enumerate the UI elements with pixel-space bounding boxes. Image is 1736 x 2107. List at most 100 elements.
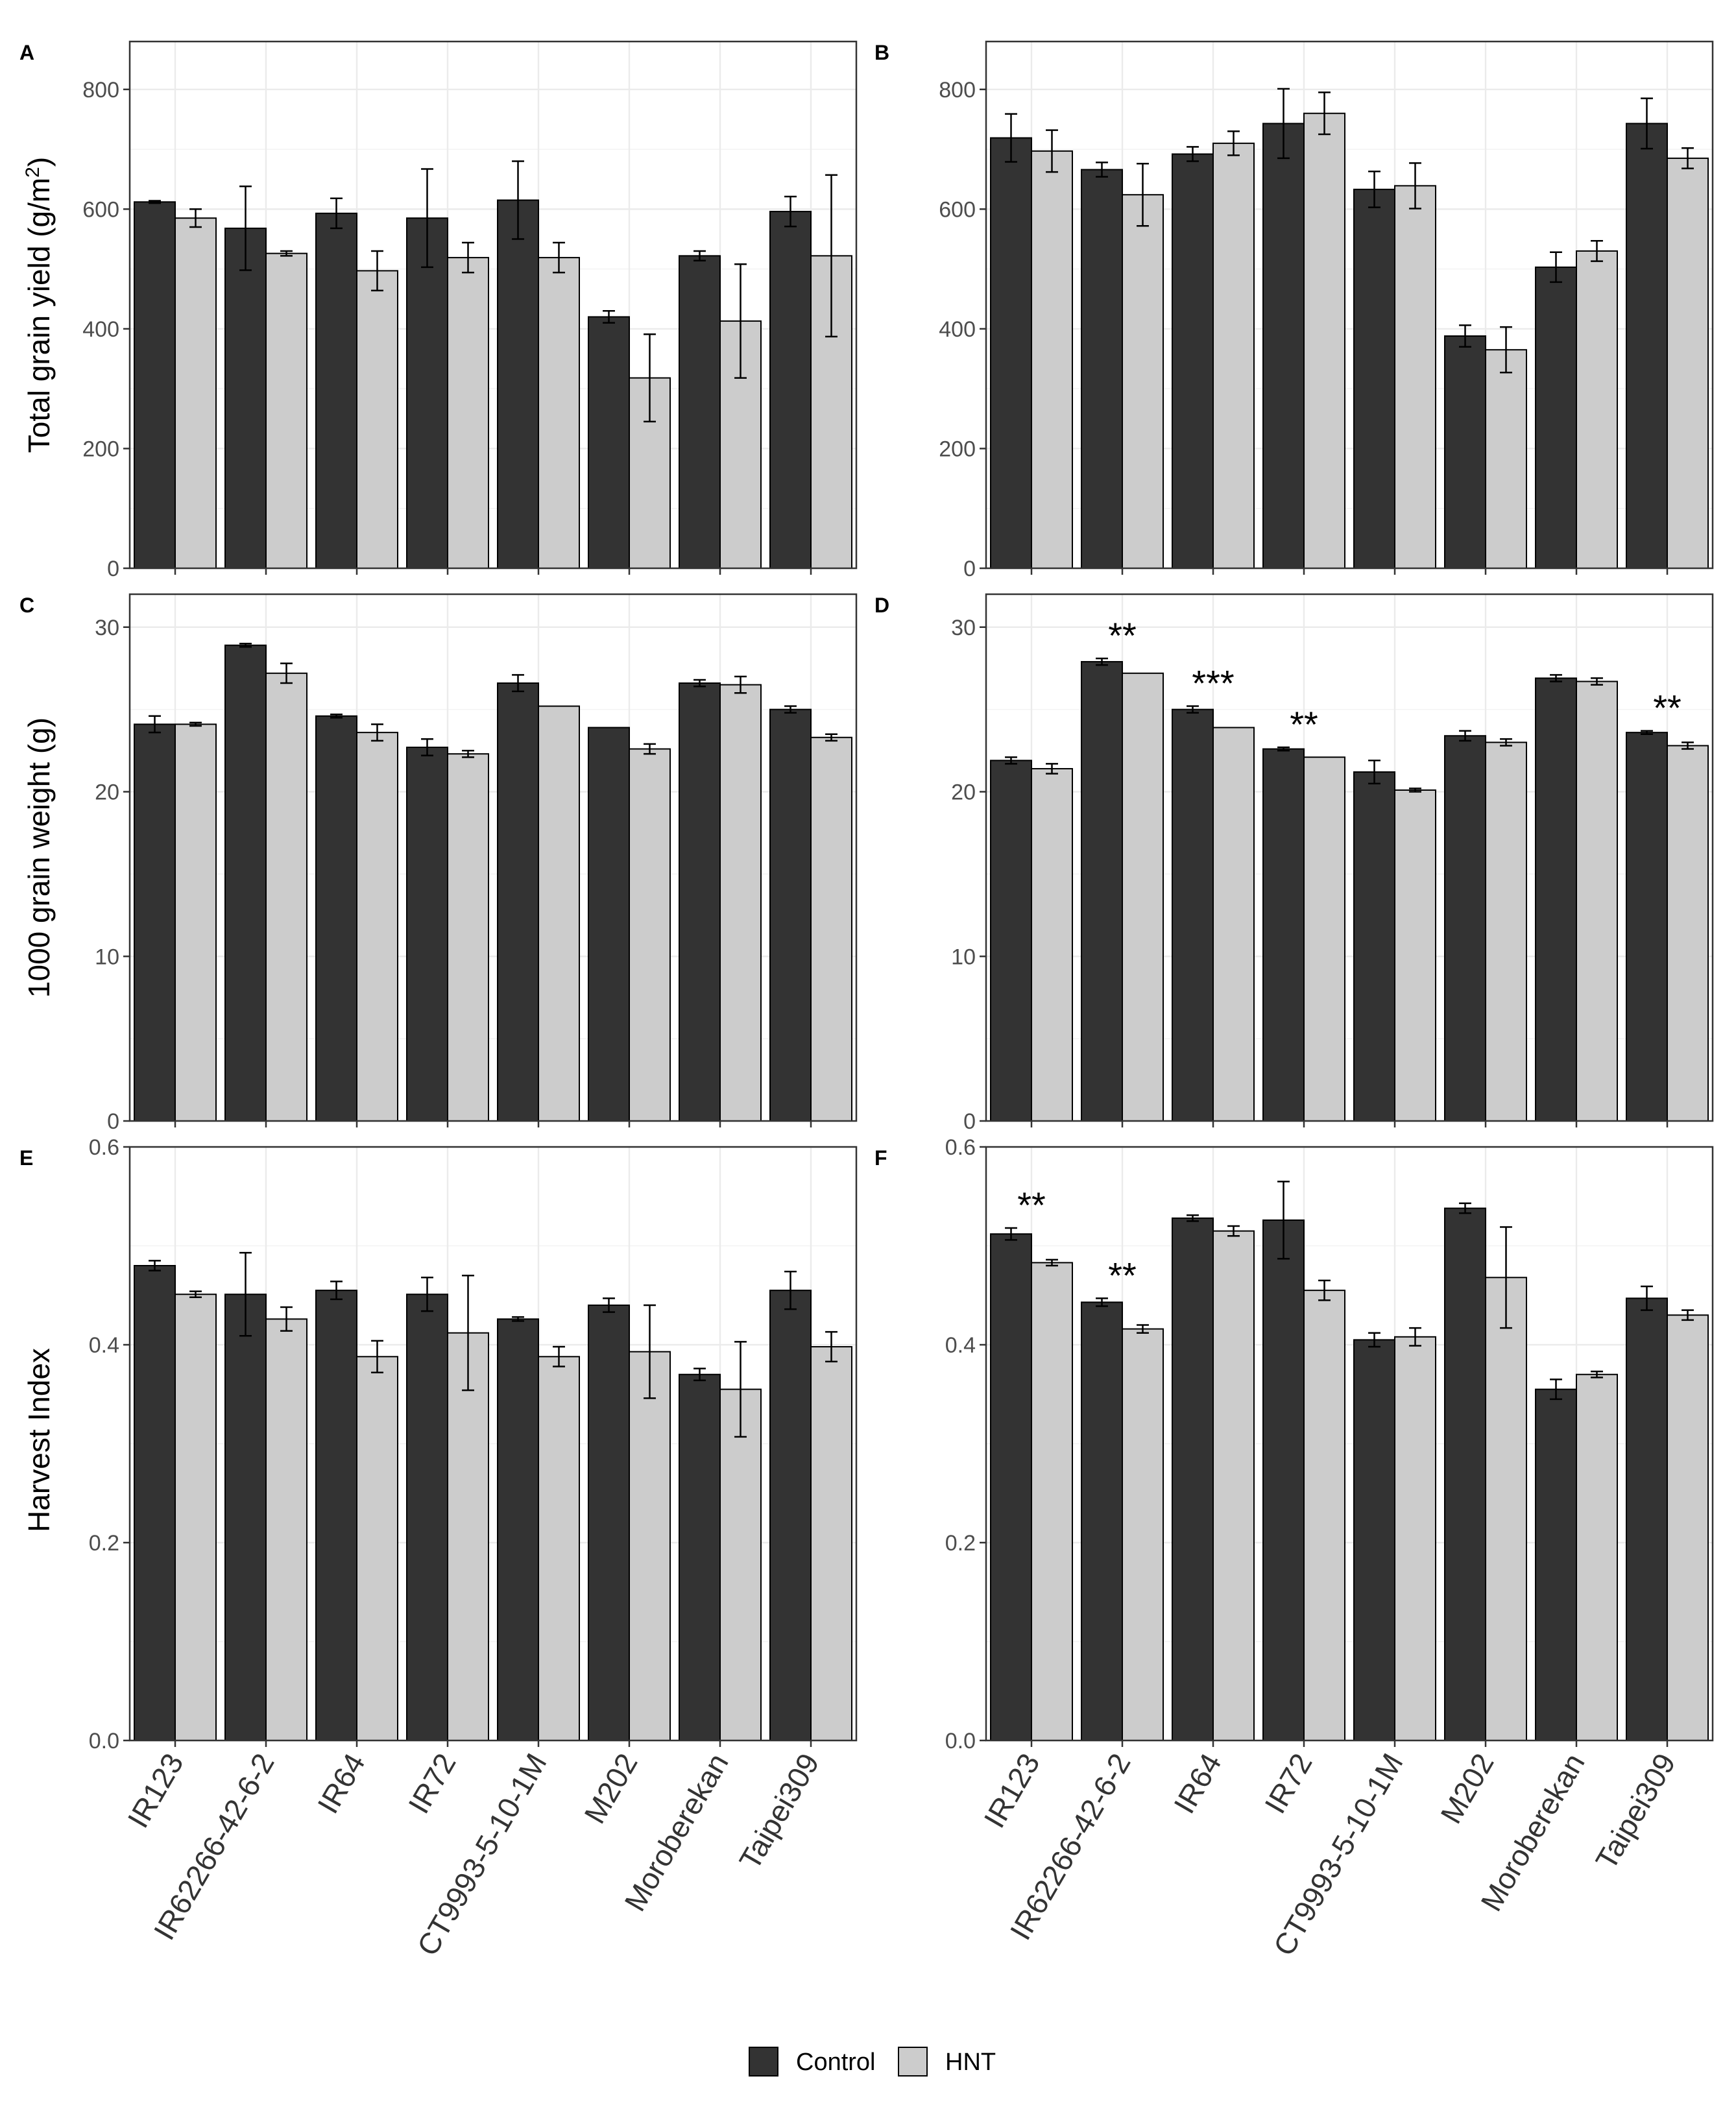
bar-control-IR62266-42-6-2 (1081, 661, 1123, 1122)
y-tick-label: 30 (95, 616, 119, 640)
error-bar-hnt-IR62266-42-6-2 (280, 250, 293, 257)
error-bar-control-Taipei309 (784, 705, 797, 714)
bar-hnt-IR62266-42-6-2 (265, 252, 307, 569)
error-bar-control-IR123 (149, 1260, 161, 1271)
bar-hnt-IR62266-42-6-2 (1122, 1328, 1164, 1742)
bar-control-Moroberekan (679, 682, 721, 1122)
error-bar-hnt-Taipei309 (825, 733, 838, 742)
bar-control-IR64 (315, 212, 357, 569)
error-bar-hnt-Taipei309 (1682, 1309, 1694, 1321)
bar-hnt-IR72 (1303, 756, 1345, 1122)
error-bar-control-IR123 (149, 715, 161, 734)
x-tick-label: Taipei309 (732, 1748, 826, 1875)
bar-control-IR72 (406, 217, 448, 570)
error-bar-control-CT9993-5-10-1M (1368, 1332, 1380, 1348)
legend-label-control: Control (796, 2049, 876, 2076)
y-tick-label: 10 (951, 945, 976, 969)
bar-hnt-IR123 (175, 723, 217, 1122)
y-axis-title: Harvest Index (22, 1348, 56, 1532)
error-bar-hnt-Moroberekan (734, 675, 747, 694)
bar-hnt-CT9993-5-10-1M (538, 705, 580, 1122)
panel-C: 0 10 20 30 C 1000 grain weight (g) (19, 593, 858, 1134)
bar-control-M202 (1444, 1207, 1486, 1742)
bar-control-IR64 (1172, 1217, 1214, 1742)
error-bar-control-Taipei309 (1641, 730, 1653, 735)
error-bar-control-Taipei309 (784, 1270, 797, 1310)
panel-letter: E (19, 1146, 33, 1170)
bar-hnt-Taipei309 (810, 1346, 852, 1742)
bar-control-IR72 (406, 1294, 448, 1741)
bar-hnt-M202 (629, 748, 671, 1122)
bar-hnt-IR64 (1212, 142, 1255, 569)
error-bar-hnt-IR64 (371, 1340, 383, 1373)
bar-control-IR123 (990, 137, 1032, 570)
error-bar-hnt-IR64 (371, 250, 383, 292)
significance-label: ** (1653, 688, 1682, 728)
bar-control-IR64 (315, 715, 357, 1122)
error-bar-hnt-IR72 (462, 241, 474, 274)
bar-control-IR62266-42-6-2 (224, 227, 267, 569)
bar-control-CT9993-5-10-1M (497, 199, 539, 570)
panel-letter: B (874, 41, 889, 64)
y-tick-label: 0.4 (945, 1333, 976, 1358)
error-bar-control-Moroberekan (1550, 674, 1562, 682)
bar-hnt-M202 (1485, 1277, 1527, 1742)
bar-control-IR62266-42-6-2 (224, 644, 267, 1122)
bar-control-Taipei309 (1626, 123, 1668, 569)
bar-hnt-IR64 (356, 1356, 398, 1742)
significance-label: ** (1017, 1185, 1046, 1225)
bar-control-Moroberekan (1535, 677, 1577, 1122)
error-bar-hnt-IR64 (371, 723, 383, 742)
x-tick-label: IR72 (402, 1748, 463, 1819)
x-tick-label: Taipei309 (1589, 1748, 1682, 1875)
error-bar-control-IR64 (1187, 1214, 1199, 1222)
error-bar-control-IR62266-42-6-2 (1096, 1297, 1108, 1307)
y-tick-label: 20 (951, 780, 976, 805)
error-bar-hnt-M202 (644, 743, 656, 755)
bar-hnt-Moroberekan (1576, 1373, 1618, 1741)
bar-control-IR123 (134, 723, 176, 1122)
error-bar-hnt-IR64 (1227, 130, 1240, 156)
bar-control-IR64 (1172, 708, 1214, 1122)
error-bar-control-Moroberekan (1550, 1379, 1562, 1401)
legend-label-hnt: HNT (945, 2049, 996, 2076)
y-tick-label: 10 (95, 945, 119, 969)
y-tick-label: 0.2 (89, 1531, 119, 1556)
significance-label: ** (1108, 1255, 1137, 1295)
x-tick-label: IR64 (311, 1748, 372, 1819)
y-tick-label: 200 (939, 437, 976, 461)
error-bar-hnt-Taipei309 (825, 1330, 838, 1363)
bar-control-IR72 (1262, 1219, 1305, 1741)
error-bar-control-Taipei309 (784, 195, 797, 228)
bar-hnt-IR123 (1031, 767, 1073, 1122)
error-bar-hnt-IR62266-42-6-2 (1137, 162, 1149, 227)
y-tick-label: 0.2 (945, 1531, 976, 1556)
error-bar-control-CT9993-5-10-1M (512, 674, 524, 692)
bar-control-IR123 (990, 1233, 1032, 1741)
panel-frame (985, 593, 1714, 1122)
x-tick-label: IR64 (1167, 1748, 1228, 1819)
y-tick-label: 0 (963, 1109, 976, 1134)
bar-control-IR62266-42-6-2 (224, 1294, 267, 1741)
error-bar-hnt-IR123 (1046, 129, 1058, 173)
x-tick-label: M202 (1434, 1748, 1501, 1829)
bar-hnt-IR72 (1303, 1290, 1345, 1741)
error-bar-hnt-IR123 (1046, 763, 1058, 775)
bar-hnt-Moroberekan (719, 684, 762, 1122)
y-tick-label: 400 (939, 317, 976, 342)
y-tick-label: 400 (82, 317, 119, 342)
y-tick-label: 800 (82, 78, 119, 102)
panel-letter: C (19, 594, 34, 617)
bar-hnt-Taipei309 (810, 736, 852, 1122)
panel-frame (985, 40, 1714, 570)
bar-control-Taipei309 (1626, 732, 1668, 1122)
error-bar-control-IR123 (149, 200, 161, 204)
x-tick-label: IR72 (1258, 1748, 1319, 1819)
x-tick-label: IR123 (977, 1748, 1046, 1833)
bar-control-Moroberekan (679, 1373, 721, 1741)
error-bar-hnt-Taipei309 (1682, 147, 1694, 169)
bar-hnt-IR64 (356, 270, 398, 569)
error-bar-control-IR72 (421, 738, 433, 756)
